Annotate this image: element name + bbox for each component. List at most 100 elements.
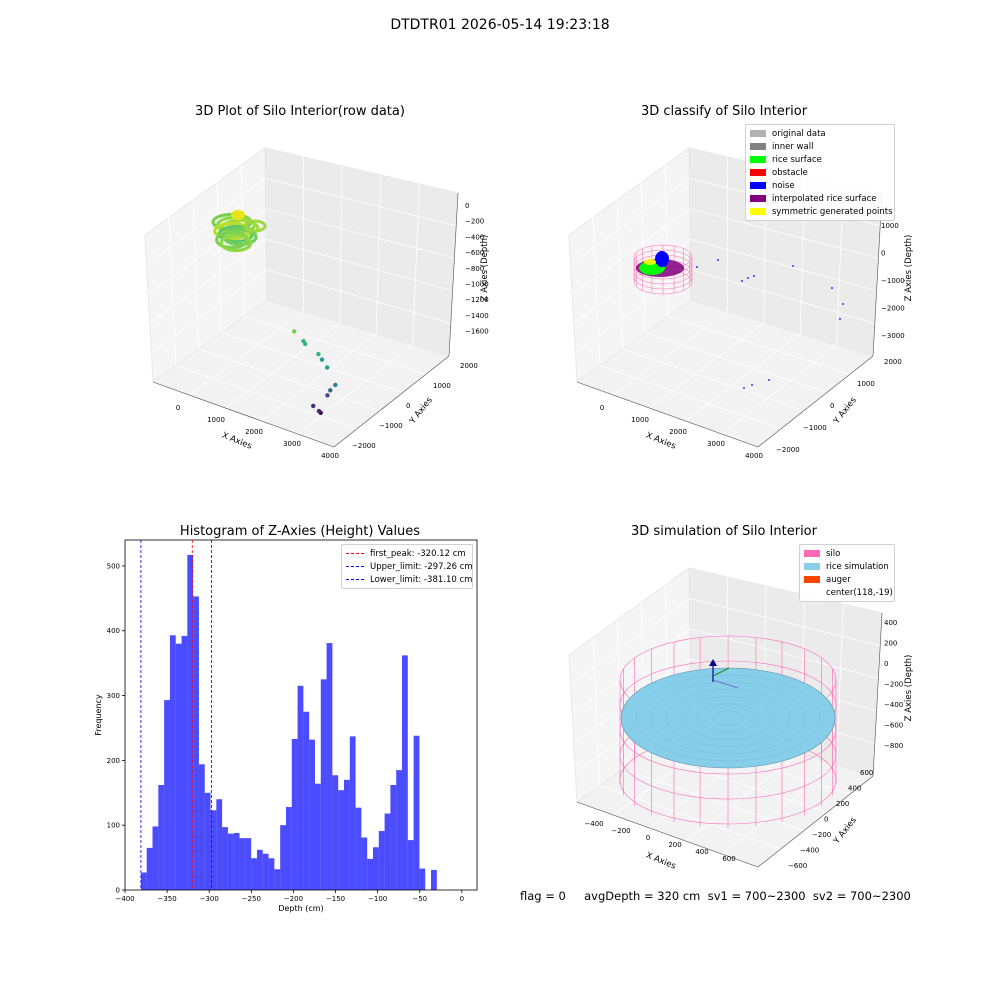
histogram-bar [198,764,205,890]
sim-grid-line [592,637,601,786]
sim-tick-label: −200 [812,831,831,839]
histogram-bar [378,831,385,890]
raw-tick-label: −1000 [465,281,489,289]
raw-data-point [319,357,325,362]
histogram-bar [233,832,240,890]
histogram-bar [216,799,223,890]
histogram-bar [210,810,217,890]
sim-rice-mesh [636,674,820,762]
histogram-bar [274,869,281,890]
raw-data-point [292,329,297,334]
histogram-y-tick-label: 100 [107,822,120,830]
classify-tick-label: 3000 [707,440,725,448]
histogram-bar [140,872,147,890]
legend-label: first_peak: -320.12 cm [370,548,466,559]
legend-item: original data [750,127,890,140]
histogram-x-tick-label: −250 [242,895,261,903]
histogram-bar [343,779,350,890]
classify-grid-line [645,332,828,393]
classify-tick-label: 2000 [884,358,902,366]
raw-data-point [324,365,330,370]
histogram-x-tick-label: −150 [326,895,345,903]
histogram-bar [175,643,182,890]
legend-label: rice simulation [826,561,889,572]
histogram-bar [251,858,257,890]
sim-rice-surface [620,667,836,769]
raw-tick-label: −1000 [379,422,403,430]
sim-tick-label: 0 [646,834,650,842]
histogram-bar [349,736,356,890]
legend-item: interpolated rice surface [750,192,890,205]
raw-data-point [316,408,322,414]
histogram-bar [187,554,194,890]
sim-grid-line [571,628,879,715]
histogram-bar [309,739,315,890]
legend-label: center(118,-19) [826,587,893,598]
sim-rice-mesh-ring [712,710,744,726]
histogram-bar [256,849,263,890]
histogram-bar [419,868,426,890]
raw-data-point [311,403,316,409]
histogram-bar [152,826,159,890]
raw-y-axis-line [333,355,450,448]
sim-tick-label: 400 [884,619,897,627]
histogram-bar [291,738,298,890]
histogram-x-tick-label: −400 [115,895,134,903]
legend-line [346,553,364,554]
sim-grid-line [622,768,805,831]
raw-surface-ring [243,219,267,233]
sim-tick-label: −200 [611,827,630,835]
sim-grid-line [599,785,782,850]
raw-grid-line [192,200,199,350]
legend-histogram: first_peak: -320.12 cm Upper_limit: -297.… [341,544,473,589]
legend-item: Upper_limit: -297.26 cm [346,560,473,573]
raw-surface-ring [219,233,253,253]
histogram-bars [140,554,437,890]
histogram-x-tick-label: −100 [368,895,387,903]
histogram-bar [245,838,252,890]
histogram-bar [314,783,321,890]
status-footer: flag = 0 avgDepth = 320 cm sv1 = 700~230… [520,889,911,903]
histogram-bar [384,813,391,890]
histogram-y-tick-label: 400 [107,627,120,635]
raw-tick-label: −200 [465,218,484,226]
sim-tick-label: −200 [884,681,903,689]
legend-label: interpolated rice surface [772,193,877,204]
legend-swatch [804,589,820,596]
legend-swatch [750,156,766,163]
sim-tick-label: −400 [584,820,603,828]
raw-grid-line [261,333,377,422]
legend-label: auger [826,574,851,585]
classify-tick-label: 0 [600,404,604,412]
classify-grid-line [612,310,728,396]
raw-grid-line [147,208,455,295]
histogram-bar [181,635,188,890]
sim-grid-line [570,597,881,685]
classify-noise-point [717,259,719,261]
classify-grid-line [668,316,851,375]
classify-noise-point [831,287,833,289]
sim-tick-label: −400 [884,701,903,709]
histogram-bar [413,735,420,890]
legend-line [346,579,364,580]
legend-label: inner wall [772,141,814,152]
raw-tick-label: 0 [176,404,180,412]
panel-title-raw: 3D Plot of Silo Interior(row data) [195,104,405,119]
sim-tick-label: 200 [884,640,897,648]
raw-data-point [301,338,306,344]
legend-item: rice surface [750,153,890,166]
raw-grid-line [225,322,341,409]
legend-item: first_peak: -320.12 cm [346,547,468,560]
raw-grid [146,156,457,435]
sim-rice-mesh-ring [681,696,775,740]
histogram-bar [222,827,228,890]
histogram-bar [262,853,269,890]
panel-title-histogram: Histogram of Z-Axies (Height) Values [179,524,421,539]
sim-rice-mesh-ring [697,703,759,733]
histogram-y-tick-label: 0 [116,887,120,895]
classify-tick-label: 1000 [857,380,875,388]
histogram-bar [268,858,275,890]
raw-zlabel: Z Axies (Depth) [480,235,490,302]
histogram-y-tick-label: 300 [107,692,120,700]
sim-z-axis-line [872,612,883,777]
